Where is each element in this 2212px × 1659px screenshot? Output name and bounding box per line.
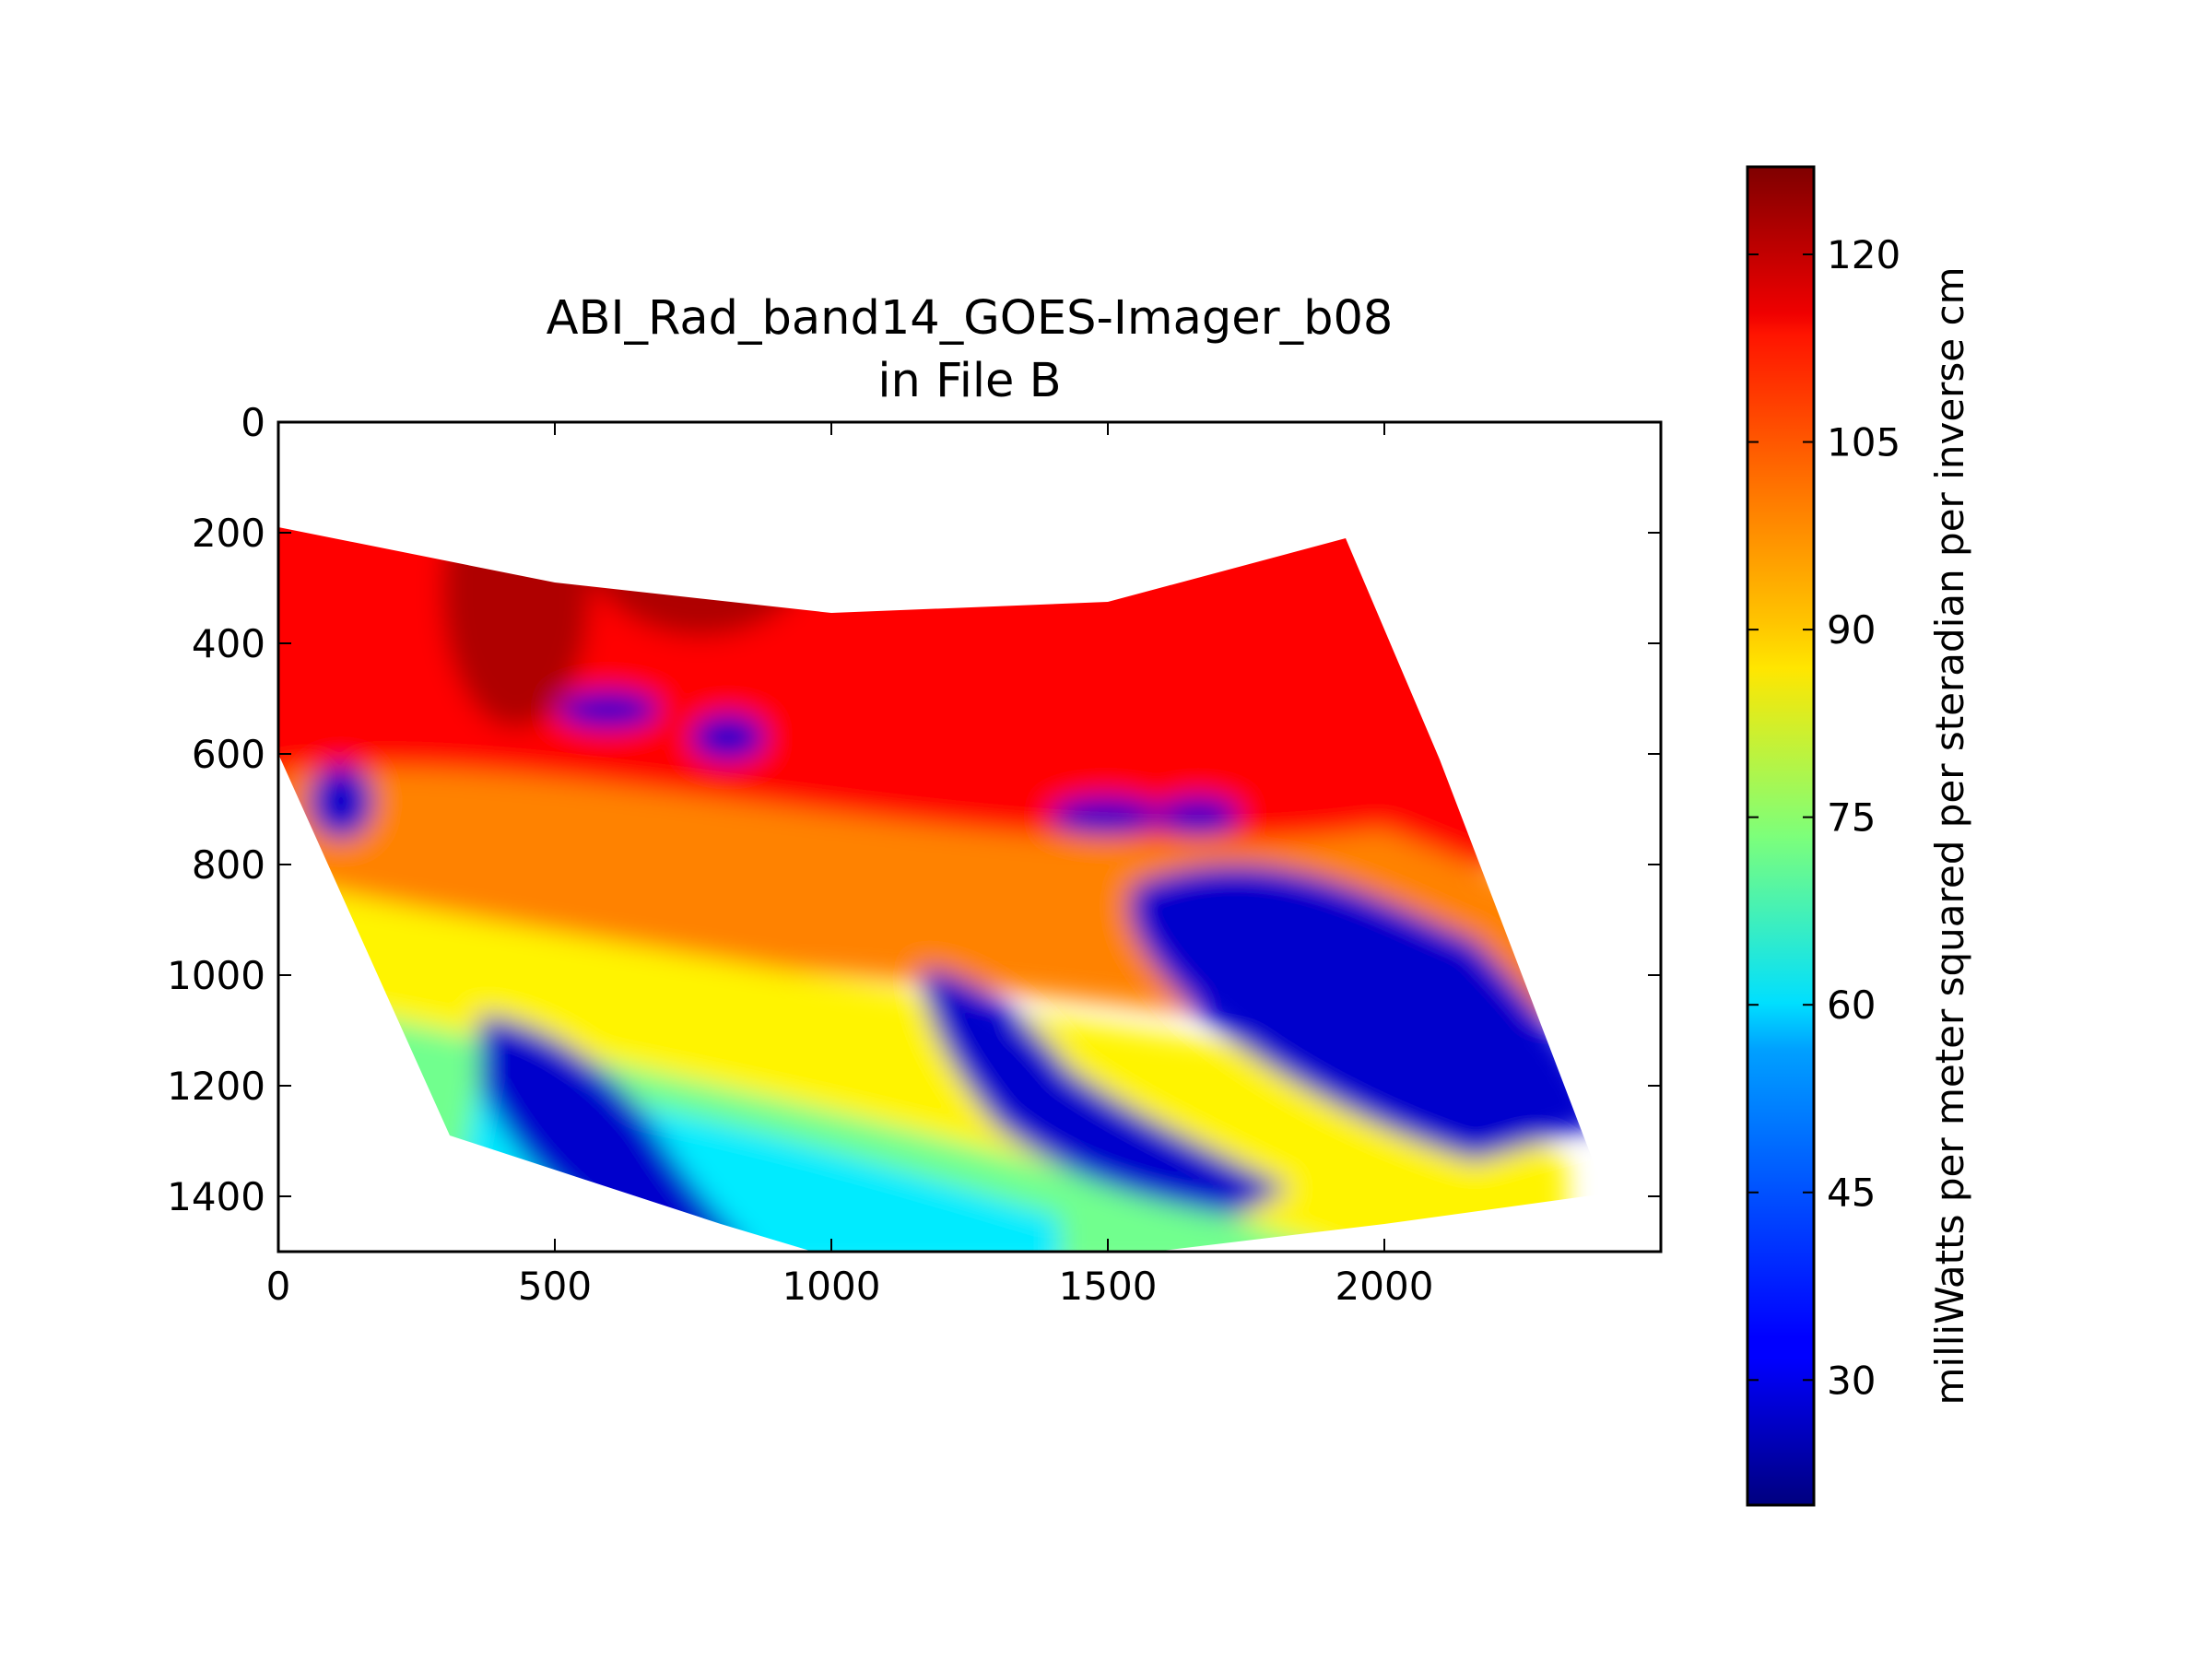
colorbar-ticks: 30 45 60 75 90 105 120 <box>1747 232 1900 1403</box>
y-tick-label-6: 1200 <box>167 1064 265 1109</box>
y-tick-label-0: 0 <box>241 400 265 445</box>
y-tick-label-4: 800 <box>192 842 265 888</box>
region-cold-cloud-11 <box>558 691 659 728</box>
x-tick-label-4: 2000 <box>1335 1264 1434 1309</box>
x-tick-label-0: 0 <box>266 1264 291 1309</box>
region-cold-cloud-7 <box>1128 865 1604 1161</box>
region-cold-cloud-12 <box>691 714 765 760</box>
y-tick-label-3: 600 <box>192 732 265 777</box>
colorbar-label: milliWatts per meter squared per steradi… <box>1927 266 1972 1405</box>
cb-tick-label-3: 75 <box>1827 795 1876 841</box>
cb-tick-label-4: 90 <box>1827 607 1876 653</box>
region-cold-cloud-8 <box>922 968 1290 1217</box>
radiance-image <box>278 527 1606 1252</box>
region-cold-cloud-10 <box>309 765 373 839</box>
x-tick-label-1: 500 <box>518 1264 592 1309</box>
x-axis: 0 500 1000 1500 2000 <box>266 422 1434 1309</box>
y-tick-label-5: 1000 <box>167 953 265 998</box>
region-hot-core-3 <box>442 527 590 728</box>
plot-frame <box>276 420 1663 1253</box>
colorbar <box>1746 165 1816 1507</box>
region-cold-cloud-13 <box>1051 797 1161 834</box>
x-tick-label-2: 1000 <box>782 1264 881 1309</box>
chart-subtitle: in File B <box>877 354 1061 408</box>
y-tick-label-7: 1400 <box>167 1174 265 1219</box>
region-cold-cloud-14 <box>1157 797 1240 834</box>
region-hot-core-2 <box>571 527 830 636</box>
y-tick-label-1: 200 <box>192 511 265 556</box>
y-axis: 0 200 400 600 800 1000 1200 1400 <box>167 400 1661 1219</box>
cb-tick-label-2: 60 <box>1827 982 1876 1028</box>
cb-tick-label-5: 105 <box>1827 420 1900 465</box>
cb-tick-label-0: 30 <box>1827 1358 1876 1403</box>
y-tick-label-2: 400 <box>192 621 265 666</box>
x-tick-label-3: 1500 <box>1059 1264 1158 1309</box>
chart-title: ABI_Rad_band14_GOES-Imager_b08 <box>547 291 1394 346</box>
region-cold-cloud-9 <box>479 1014 756 1252</box>
cb-tick-label-6: 120 <box>1827 232 1900 277</box>
cb-tick-label-1: 45 <box>1827 1171 1876 1216</box>
